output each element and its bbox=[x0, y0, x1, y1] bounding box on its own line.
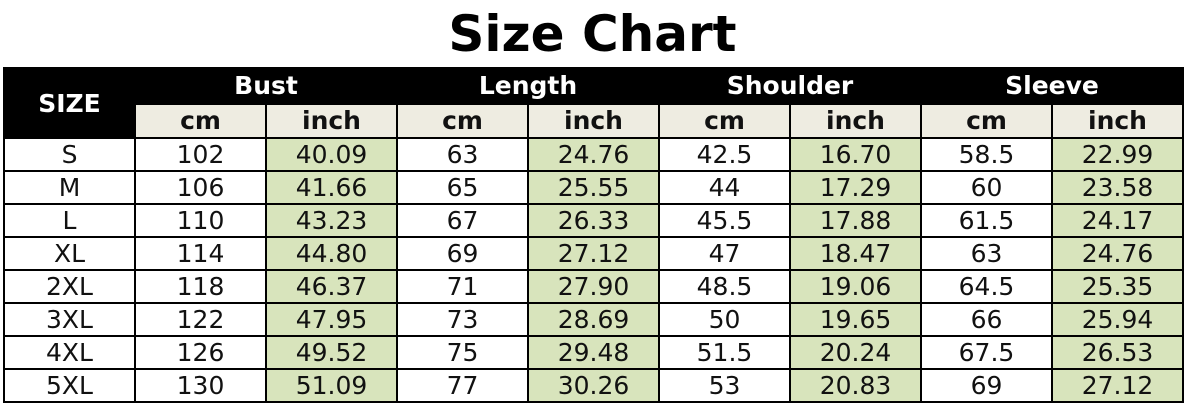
unit-header-inch: inch bbox=[789, 103, 922, 139]
table-row: 2XL 118 46.37 71 27.90 48.5 19.06 64.5 25.35 bbox=[3, 269, 1184, 304]
inch-cell: 28.69 bbox=[527, 302, 660, 337]
size-cell: 5XL bbox=[3, 368, 136, 403]
group-header-bust: Bust bbox=[134, 67, 398, 105]
cm-cell: 130 bbox=[134, 368, 267, 403]
inch-cell: 17.88 bbox=[789, 203, 922, 238]
cm-cell: 71 bbox=[396, 269, 529, 304]
cm-cell: 102 bbox=[134, 137, 267, 172]
cm-cell: 122 bbox=[134, 302, 267, 337]
unit-header-cm: cm bbox=[658, 103, 791, 139]
group-header-sleeve: Sleeve bbox=[920, 67, 1184, 105]
cm-cell: 63 bbox=[920, 236, 1053, 271]
inch-cell: 22.99 bbox=[1051, 137, 1184, 172]
cm-cell: 51.5 bbox=[658, 335, 791, 370]
cm-cell: 44 bbox=[658, 170, 791, 205]
cm-cell: 47 bbox=[658, 236, 791, 271]
size-cell: M bbox=[3, 170, 136, 205]
inch-cell: 29.48 bbox=[527, 335, 660, 370]
inch-cell: 24.76 bbox=[527, 137, 660, 172]
inch-cell: 26.53 bbox=[1051, 335, 1184, 370]
inch-cell: 27.90 bbox=[527, 269, 660, 304]
inch-cell: 43.23 bbox=[265, 203, 398, 238]
cm-cell: 114 bbox=[134, 236, 267, 271]
inch-cell: 19.65 bbox=[789, 302, 922, 337]
size-chart-table: SIZE Bust Length Shoulder Sleeve cm inch… bbox=[3, 67, 1184, 403]
cm-cell: 65 bbox=[396, 170, 529, 205]
inch-cell: 19.06 bbox=[789, 269, 922, 304]
cm-cell: 60 bbox=[920, 170, 1053, 205]
inch-cell: 27.12 bbox=[527, 236, 660, 271]
group-header-length: Length bbox=[396, 67, 660, 105]
inch-cell: 51.09 bbox=[265, 368, 398, 403]
cm-cell: 53 bbox=[658, 368, 791, 403]
inch-cell: 16.70 bbox=[789, 137, 922, 172]
cm-cell: 58.5 bbox=[920, 137, 1053, 172]
table-row: 5XL 130 51.09 77 30.26 53 20.83 69 27.12 bbox=[3, 368, 1184, 403]
inch-cell: 25.35 bbox=[1051, 269, 1184, 304]
size-cell: 3XL bbox=[3, 302, 136, 337]
cm-cell: 42.5 bbox=[658, 137, 791, 172]
inch-cell: 46.37 bbox=[265, 269, 398, 304]
inch-cell: 24.76 bbox=[1051, 236, 1184, 271]
cm-cell: 75 bbox=[396, 335, 529, 370]
inch-cell: 49.52 bbox=[265, 335, 398, 370]
cm-cell: 67.5 bbox=[920, 335, 1053, 370]
inch-cell: 41.66 bbox=[265, 170, 398, 205]
cm-cell: 73 bbox=[396, 302, 529, 337]
size-cell: L bbox=[3, 203, 136, 238]
table-row: XL 114 44.80 69 27.12 47 18.47 63 24.76 bbox=[3, 236, 1184, 271]
group-header-shoulder: Shoulder bbox=[658, 67, 922, 105]
page-title: Size Chart bbox=[448, 5, 737, 63]
cm-cell: 66 bbox=[920, 302, 1053, 337]
cm-cell: 126 bbox=[134, 335, 267, 370]
inch-cell: 26.33 bbox=[527, 203, 660, 238]
inch-cell: 44.80 bbox=[265, 236, 398, 271]
unit-header-cm: cm bbox=[396, 103, 529, 139]
size-cell: 2XL bbox=[3, 269, 136, 304]
unit-header-inch: inch bbox=[1051, 103, 1184, 139]
inch-cell: 47.95 bbox=[265, 302, 398, 337]
inch-cell: 25.94 bbox=[1051, 302, 1184, 337]
cm-cell: 106 bbox=[134, 170, 267, 205]
cm-cell: 67 bbox=[396, 203, 529, 238]
table-row: 3XL 122 47.95 73 28.69 50 19.65 66 25.94 bbox=[3, 302, 1184, 337]
cm-cell: 118 bbox=[134, 269, 267, 304]
inch-cell: 18.47 bbox=[789, 236, 922, 271]
cm-cell: 61.5 bbox=[920, 203, 1053, 238]
unit-header-cm: cm bbox=[134, 103, 267, 139]
size-cell: 4XL bbox=[3, 335, 136, 370]
size-cell: XL bbox=[3, 236, 136, 271]
cm-cell: 77 bbox=[396, 368, 529, 403]
unit-header-cm: cm bbox=[920, 103, 1053, 139]
inch-cell: 20.83 bbox=[789, 368, 922, 403]
table-row: 4XL 126 49.52 75 29.48 51.5 20.24 67.5 26.53 bbox=[3, 335, 1184, 370]
cm-cell: 45.5 bbox=[658, 203, 791, 238]
inch-cell: 30.26 bbox=[527, 368, 660, 403]
inch-cell: 17.29 bbox=[789, 170, 922, 205]
cm-cell: 48.5 bbox=[658, 269, 791, 304]
inch-cell: 27.12 bbox=[1051, 368, 1184, 403]
cm-cell: 110 bbox=[134, 203, 267, 238]
table-row: S 102 40.09 63 24.76 42.5 16.70 58.5 22.99 bbox=[3, 137, 1184, 172]
table-row: L 110 43.23 67 26.33 45.5 17.88 61.5 24.17 bbox=[3, 203, 1184, 238]
inch-cell: 25.55 bbox=[527, 170, 660, 205]
size-header: SIZE bbox=[3, 67, 136, 139]
cm-cell: 69 bbox=[920, 368, 1053, 403]
inch-cell: 20.24 bbox=[789, 335, 922, 370]
inch-cell: 40.09 bbox=[265, 137, 398, 172]
unit-header-inch: inch bbox=[527, 103, 660, 139]
cm-cell: 63 bbox=[396, 137, 529, 172]
inch-cell: 23.58 bbox=[1051, 170, 1184, 205]
cm-cell: 64.5 bbox=[920, 269, 1053, 304]
table-row: M 106 41.66 65 25.55 44 17.29 60 23.58 bbox=[3, 170, 1184, 205]
unit-header-inch: inch bbox=[265, 103, 398, 139]
size-cell: S bbox=[3, 137, 136, 172]
inch-cell: 24.17 bbox=[1051, 203, 1184, 238]
cm-cell: 69 bbox=[396, 236, 529, 271]
cm-cell: 50 bbox=[658, 302, 791, 337]
